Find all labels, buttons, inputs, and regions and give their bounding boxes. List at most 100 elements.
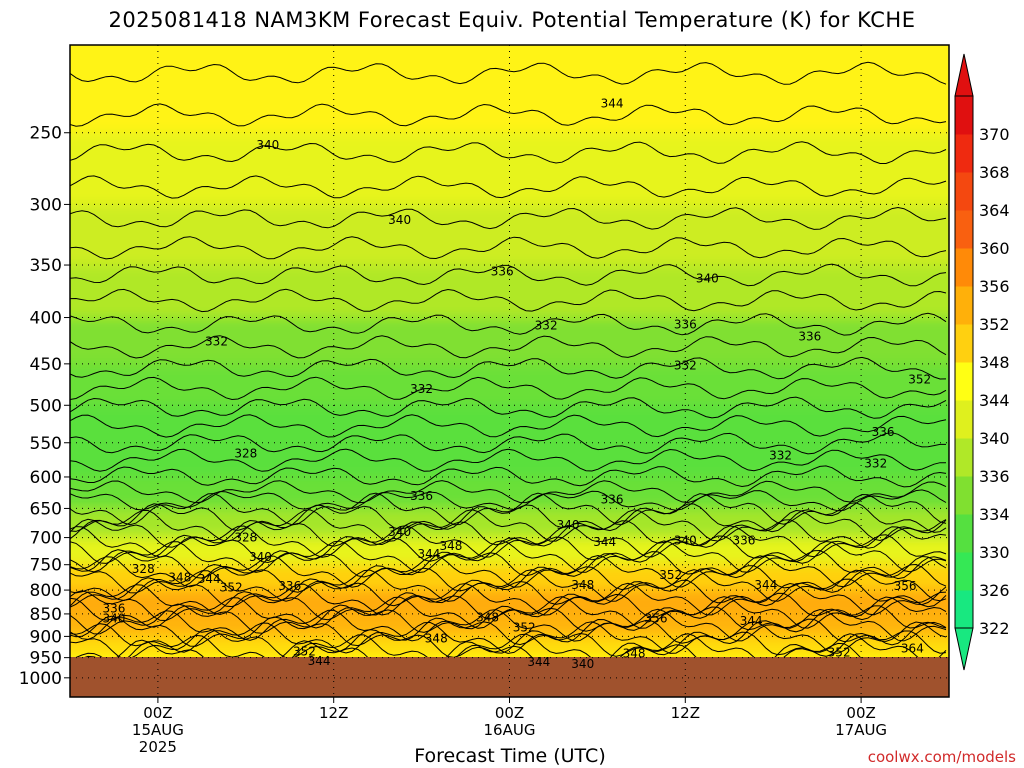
y-tick-label: 750 [30,556,62,576]
colorbar-segment [955,590,973,629]
contour-label: 332 [205,334,228,348]
contour-label: 328 [234,446,257,460]
contour-label: 336 [491,265,514,279]
x-tick-label: 00Z [846,704,875,722]
colorbar-top-arrow [954,53,974,97]
y-tick-label: 1000 [19,669,62,689]
y-tick-label: 300 [30,195,62,215]
colorbar-segment [955,400,973,439]
y-tick-label: 450 [30,355,62,375]
colorbar-tick-label: 330 [979,543,1010,562]
contour-line [70,432,946,455]
contour-label: 364 [901,641,924,655]
x-tick-label: 2025 [139,738,177,756]
contour-label: 356 [894,579,917,593]
contour-label: 340 [674,533,697,547]
field-band [70,442,949,478]
colorbar-tick-label: 326 [979,581,1010,600]
contour-label: 336 [732,533,755,547]
contour-label: 332 [864,457,887,471]
field-band [70,613,949,638]
y-axis: 2503003504004505005506006507007508008509… [19,124,70,689]
contour-label: 332 [769,448,792,462]
contour-label: 336 [102,601,125,615]
field-band [70,45,949,134]
colorbar-tick-label: 364 [979,201,1010,220]
grid-lines [70,45,949,697]
contour-label: 344 [601,96,624,110]
contour-label: 344 [198,572,221,586]
contour-label: 328 [234,531,257,545]
contour-label: 340 [249,550,272,564]
contour-line [70,396,947,419]
y-tick-label: 550 [30,434,62,454]
contour-label: 348 [168,571,191,585]
contour-label: 344 [740,614,763,628]
y-tick-label: 400 [30,309,62,329]
contour-line [70,141,947,164]
contour-label: 340 [388,213,411,227]
colorbar-segment [955,438,973,477]
colorbar-segment [955,248,973,287]
colorbar-segment [955,210,973,249]
contour-line [70,356,947,380]
colorbar: 322 326 330 334 336 340 344 348 352 356 360 364 368 3… [954,53,1010,671]
contour-label: 344 [527,655,550,669]
colorbar-segment [955,362,973,401]
field-band [70,317,949,365]
contour-line [70,103,947,127]
y-tick-label: 650 [30,499,62,519]
x-tick-label: 17AUG [835,721,887,739]
contour-line [70,509,947,542]
contour-label: 352 [513,621,536,635]
y-tick-label: 600 [30,468,62,488]
x-tick-label: 12Z [319,704,348,722]
contour-line [70,465,947,488]
colorbar-tick-label: 352 [979,315,1010,334]
colorbar-segment [955,172,973,211]
colorbar-tick-label: 322 [979,619,1010,638]
colorbar-tick-label: 356 [979,277,1010,296]
x-tick-label: 00Z [495,704,524,722]
contour-label: 340 [388,525,411,539]
contour-line [70,376,947,401]
contour-label: 332 [410,382,433,396]
contour-label: 356 [645,612,668,626]
contour-line [70,596,947,629]
contour-line [70,603,947,635]
contour-line [70,540,947,574]
contour-label: 352 [293,644,316,658]
contour-line [70,577,947,608]
contour-label: 340 [256,138,279,152]
colorbar-segment [955,96,973,135]
colorbar-tick-label: 344 [979,391,1010,410]
contour-line [70,615,947,647]
chart-title: 2025081418 NAM3KM Forecast Equiv. Potent… [108,8,916,32]
contour-line [70,236,947,260]
contour-label: 340 [102,612,125,626]
colorbar-segment [955,134,973,173]
contour-label: 352 [659,568,682,582]
contour-line [70,414,947,438]
contour-label: 340 [696,271,719,285]
contour-line [70,590,947,622]
field-band [70,132,949,206]
contour-label: 344 [417,547,440,561]
x-axis-label: Forecast Time (UTC) [414,745,606,767]
contour-line [70,175,947,199]
credit-link[interactable]: coolwx.com/models [867,748,1016,766]
colorbar-tick-label: 360 [979,239,1010,258]
contour-label: 336 [872,425,895,439]
colorbar-segment [955,514,973,553]
contour-line [70,206,947,230]
contour-label: 344 [308,654,331,668]
contour-label: 352 [828,646,851,660]
colorbar-bottom-arrow [954,627,974,671]
contour-line [70,502,947,533]
contour-label: 340 [557,518,580,532]
y-tick-label: 900 [30,627,62,647]
colorbar-frame [954,95,974,629]
contour-label: 352 [908,372,931,386]
contour-line [70,492,947,526]
